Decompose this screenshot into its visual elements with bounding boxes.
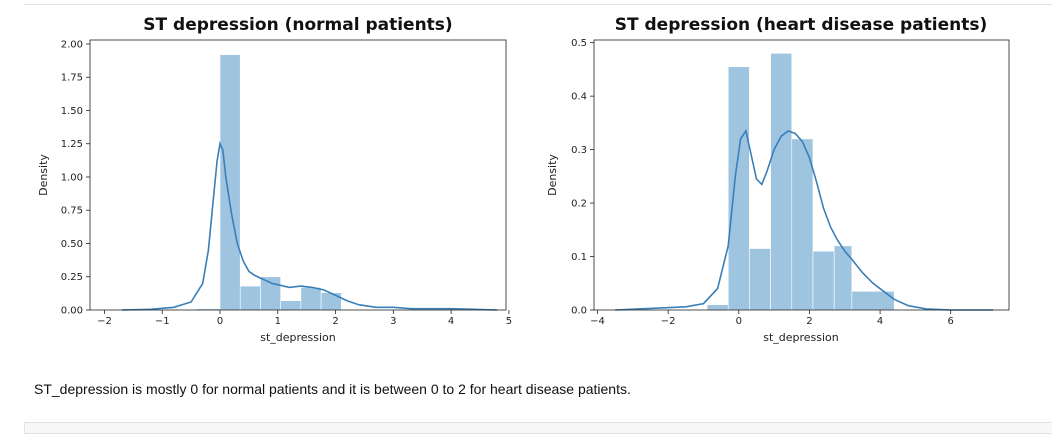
x-tick-label: 2 [806, 316, 812, 327]
x-tick-label: 3 [390, 316, 396, 327]
histogram-bar [727, 66, 750, 311]
y-tick-label: 0.0 [571, 306, 587, 317]
histogram-bar [749, 248, 771, 311]
y-tick-label: 1.00 [61, 172, 83, 183]
y-tick-label: 0.25 [61, 272, 83, 283]
y-tick-label: 0.3 [571, 145, 587, 156]
kde-line [121, 140, 498, 311]
y-axis-label: Density [546, 154, 559, 196]
y-tick-label: 0.5 [571, 38, 587, 49]
axes-frame [593, 39, 1010, 311]
histogram-bar [812, 250, 835, 311]
chart-title: ST depression (heart disease patients) [615, 15, 988, 35]
y-tick-label: 0.2 [571, 199, 587, 210]
y-tick-label: 2.00 [61, 39, 83, 50]
y-tick-label: 1.50 [61, 106, 83, 117]
x-tick-label: 4 [877, 316, 883, 327]
x-tick-label: −2 [661, 316, 676, 327]
x-tick-label: 5 [506, 316, 512, 327]
x-tick-label: 0 [736, 316, 742, 327]
y-tick-label: 0.4 [571, 92, 587, 103]
y-tick-label: 0.1 [571, 252, 587, 263]
top-cell-border [24, 0, 1052, 5]
y-tick-label: 0.75 [61, 206, 83, 217]
y-tick-label: 1.75 [61, 73, 83, 84]
x-tick-label: −1 [155, 316, 170, 327]
histogram-bar [300, 287, 322, 311]
x-tick-label: 0 [217, 316, 223, 327]
histogram-bar [320, 292, 342, 311]
charts-figure: ST depression (normal patients) Density … [37, 15, 1010, 344]
kde-line [615, 128, 994, 311]
x-axis-label: st_depression [260, 331, 336, 344]
x-axis-label: st_depression [763, 331, 839, 344]
y-tick-label: 0.00 [61, 306, 83, 317]
x-tick-label: 6 [948, 316, 954, 327]
histogram-bar [239, 285, 261, 311]
x-tick-label: −4 [590, 316, 605, 327]
next-cell[interactable] [24, 422, 1052, 434]
chart-title: ST depression (normal patients) [143, 15, 452, 35]
histogram-bar [770, 53, 793, 311]
x-tick-label: 4 [448, 316, 454, 327]
x-tick-label: 2 [332, 316, 338, 327]
x-tick-label: −2 [97, 316, 112, 327]
histogram-bar [260, 276, 281, 311]
histogram-bar [706, 304, 729, 311]
histogram-bar [791, 138, 814, 311]
caption-text: ST_depression is mostly 0 for normal pat… [34, 381, 631, 397]
y-axis-label: Density [37, 154, 50, 196]
chart-normal-patients: ST depression (normal patients) Density … [37, 15, 512, 344]
histogram-bar [280, 300, 302, 311]
y-tick-label: 0.50 [61, 239, 83, 250]
y-tick-label: 1.25 [61, 139, 83, 150]
chart-heart-disease-patients: ST depression (heart disease patients) D… [546, 15, 1010, 344]
axes-frame [89, 39, 507, 311]
x-tick-label: 1 [275, 316, 281, 327]
histogram-bar [219, 54, 241, 311]
